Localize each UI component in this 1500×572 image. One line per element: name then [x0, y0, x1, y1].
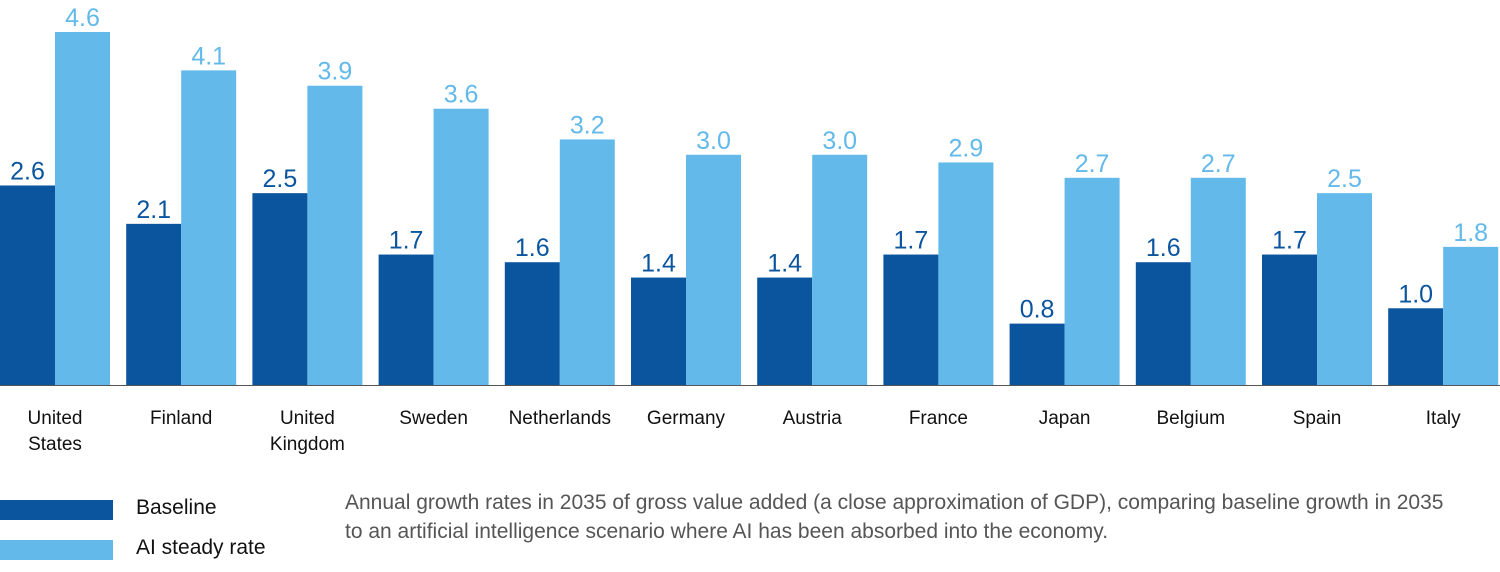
- legend-item-baseline: Baseline: [0, 492, 330, 532]
- x-tick-label-germany: Germany: [647, 408, 726, 429]
- x-tick-label-italy: Italy: [1426, 408, 1461, 429]
- bar-ai-steady-rate-united-states: [55, 32, 110, 385]
- data-label-ai-steady-rate-spain: 2.5: [1327, 165, 1362, 193]
- x-tick-label-france: France: [909, 408, 968, 429]
- legend-label-baseline: Baseline: [136, 496, 217, 519]
- chart-caption: Annual growth rates in 2035 of gross val…: [345, 491, 1444, 543]
- data-label-baseline-united-kingdom: 2.5: [263, 165, 298, 193]
- data-label-ai-steady-rate-netherlands: 3.2: [570, 111, 605, 139]
- bar-baseline-france: [883, 254, 939, 385]
- bar-baseline-sweden: [378, 254, 434, 385]
- x-tick-label-austria: Austria: [783, 408, 843, 429]
- x-tick-label-netherlands: Netherlands: [509, 408, 611, 429]
- data-label-ai-steady-rate-japan: 2.7: [1075, 150, 1110, 178]
- bar-baseline-united-kingdom: [252, 193, 308, 385]
- bar-ai-steady-rate-germany: [686, 154, 741, 385]
- data-label-baseline-japan: 0.8: [1020, 296, 1055, 324]
- bar-ai-steady-rate-austria: [812, 154, 868, 385]
- legend-swatch-baseline: [0, 500, 113, 520]
- x-tick-label-united-kingdom: United Kingdom: [270, 408, 345, 455]
- data-label-ai-steady-rate-finland: 4.1: [191, 42, 226, 70]
- data-label-baseline-netherlands: 1.6: [515, 234, 550, 262]
- bar-ai-steady-rate-finland: [181, 70, 237, 385]
- data-label-ai-steady-rate-sweden: 3.6: [444, 81, 479, 109]
- data-label-ai-steady-rate-belgium: 2.7: [1201, 150, 1236, 178]
- bar-ai-steady-rate-belgium: [1190, 177, 1246, 385]
- bar-ai-steady-rate-sweden: [433, 108, 489, 385]
- bar-baseline-netherlands: [504, 262, 560, 385]
- x-tick-label-spain: Spain: [1293, 408, 1342, 429]
- bar-ai-steady-rate-united-kingdom: [307, 85, 363, 385]
- bar-baseline-austria: [757, 277, 813, 385]
- data-label-baseline-united-states: 2.6: [10, 157, 45, 185]
- legend-swatch-ai-steady-rate: [0, 540, 113, 560]
- legend: Baseline AI steady rate: [0, 492, 330, 572]
- x-tick-label-japan: Japan: [1039, 408, 1091, 429]
- x-tick-label-finland: Finland: [150, 408, 212, 429]
- data-label-baseline-sweden: 1.7: [389, 227, 424, 255]
- bar-ai-steady-rate-italy: [1443, 246, 1499, 385]
- data-label-baseline-austria: 1.4: [767, 250, 802, 278]
- data-label-baseline-france: 1.7: [894, 227, 929, 255]
- data-label-ai-steady-rate-italy: 1.8: [1453, 219, 1488, 247]
- data-label-baseline-spain: 1.7: [1272, 227, 1307, 255]
- bar-baseline-germany: [631, 277, 686, 385]
- legend-item-ai-steady-rate: AI steady rate: [0, 532, 330, 572]
- data-label-ai-steady-rate-united-kingdom: 3.9: [318, 58, 353, 86]
- x-tick-label-sweden: Sweden: [399, 408, 468, 429]
- data-label-ai-steady-rate-united-states: 4.6: [65, 4, 100, 32]
- bar-ai-steady-rate-netherlands: [559, 139, 615, 385]
- bar-baseline-italy: [1388, 308, 1444, 385]
- bar-baseline-finland: [126, 223, 182, 385]
- data-label-baseline-finland: 2.1: [136, 196, 171, 224]
- bar-chart-svg: 2.6 4.6 United States 2.1 4.1 Finland 2.5 3.9 Uni…: [0, 4, 1500, 455]
- data-label-ai-steady-rate-austria: 3.0: [822, 127, 857, 155]
- bar-ai-steady-rate-japan: [1064, 177, 1120, 385]
- legend-label-ai-steady-rate: AI steady rate: [136, 536, 266, 559]
- bar-baseline-spain: [1262, 254, 1317, 385]
- data-label-baseline-belgium: 1.6: [1146, 234, 1181, 262]
- data-label-baseline-germany: 1.4: [641, 250, 676, 278]
- bar-baseline-belgium: [1135, 262, 1191, 385]
- x-tick-label-united-states: United States: [28, 408, 83, 455]
- bar-baseline-japan: [1009, 323, 1065, 385]
- x-tick-label-belgium: Belgium: [1156, 408, 1225, 429]
- bar-ai-steady-rate-france: [938, 162, 994, 385]
- bar-ai-steady-rate-spain: [1317, 193, 1372, 385]
- data-label-ai-steady-rate-germany: 3.0: [696, 127, 731, 155]
- data-label-baseline-italy: 1.0: [1398, 280, 1433, 308]
- data-label-ai-steady-rate-france: 2.9: [949, 134, 984, 162]
- bar-baseline-united-states: [0, 185, 55, 385]
